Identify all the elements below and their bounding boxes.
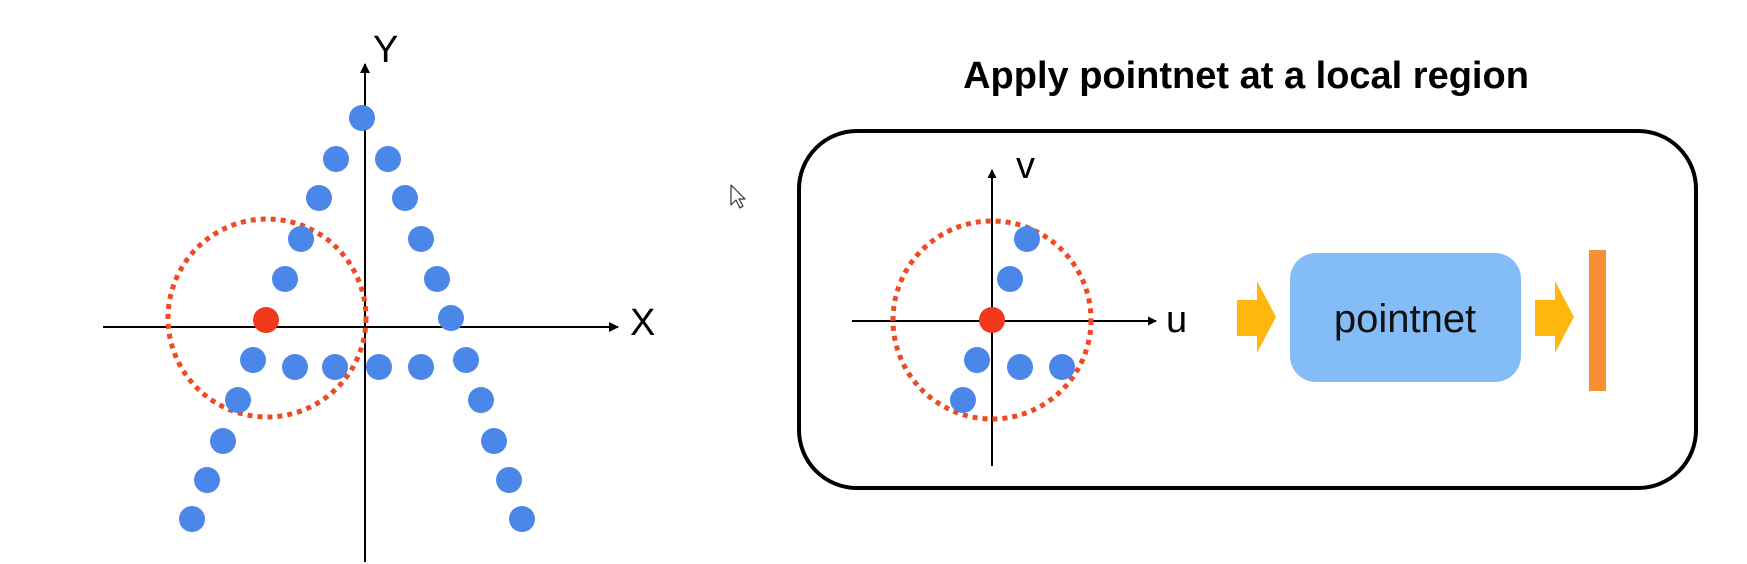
point xyxy=(1007,354,1033,380)
panel-title: Apply pointnet at a local region xyxy=(963,55,1529,97)
point xyxy=(225,387,251,413)
point xyxy=(1014,226,1040,252)
point xyxy=(438,305,464,331)
point xyxy=(424,266,450,292)
point xyxy=(349,105,375,131)
point xyxy=(481,428,507,454)
point xyxy=(375,146,401,172)
point xyxy=(322,354,348,380)
point xyxy=(453,347,479,373)
point xyxy=(282,354,308,380)
u-axis-label: u xyxy=(1166,299,1187,341)
input-arrow-icon xyxy=(1237,281,1276,353)
left-plot: X Y xyxy=(103,29,655,562)
point xyxy=(997,266,1023,292)
local-region-circle xyxy=(165,216,369,420)
point xyxy=(194,467,220,493)
point xyxy=(366,354,392,380)
point xyxy=(240,347,266,373)
point xyxy=(288,226,314,252)
point xyxy=(408,354,434,380)
output-arrow-icon xyxy=(1535,281,1574,353)
point-cloud xyxy=(179,105,535,532)
local-region-circle-small xyxy=(890,218,1094,422)
local-region-frame xyxy=(797,129,1698,490)
point xyxy=(950,387,976,413)
center-point xyxy=(253,307,279,333)
point xyxy=(408,226,434,252)
point xyxy=(272,266,298,292)
mouse-pointer-icon xyxy=(730,184,746,209)
local-point-cloud xyxy=(950,226,1075,413)
point xyxy=(210,428,236,454)
point xyxy=(306,185,332,211)
y-axis-label: Y xyxy=(373,29,398,71)
right-panel: Apply pointnet at a local region u v poi… xyxy=(797,55,1698,490)
point xyxy=(496,467,522,493)
pointnet-box xyxy=(1290,253,1521,382)
x-axis-label: X xyxy=(630,302,655,344)
feature-vector-bar xyxy=(1589,250,1606,391)
point xyxy=(964,347,990,373)
v-axis-label: v xyxy=(1016,145,1035,187)
point xyxy=(468,387,494,413)
point xyxy=(1049,354,1075,380)
local-center-point xyxy=(979,307,1005,333)
point xyxy=(323,146,349,172)
pointnet-label: pointnet xyxy=(1334,297,1476,341)
point xyxy=(392,185,418,211)
point xyxy=(509,506,535,532)
point xyxy=(179,506,205,532)
